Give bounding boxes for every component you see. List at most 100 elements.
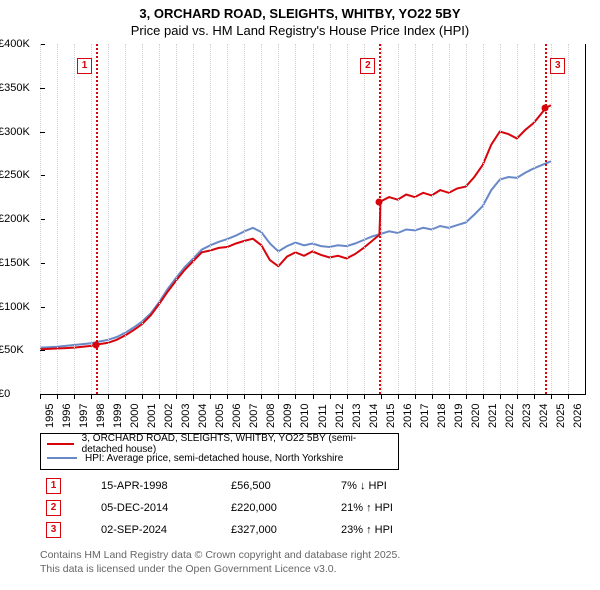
x-axis-label: 2026 (572, 404, 584, 428)
title-line-1: 3, ORCHARD ROAD, SLEIGHTS, WHITBY, YO22 … (0, 0, 600, 21)
grid-line (398, 44, 399, 394)
x-axis-label: 2023 (521, 404, 533, 428)
x-tick (398, 394, 399, 399)
sale-marker-dot (376, 198, 383, 205)
x-tick (210, 394, 211, 399)
x-axis-label: 2005 (214, 404, 226, 428)
footer-line-1: Contains HM Land Registry data © Crown c… (40, 548, 585, 562)
grid-line (466, 44, 467, 394)
sale-marker-line (545, 44, 547, 394)
sale-row-date: 15-APR-1998 (101, 480, 231, 492)
y-axis-label: £350K (0, 82, 30, 94)
grid-line (415, 44, 416, 394)
sales-table: 1 15-APR-1998£56,5007% ↓ HPI 2 05-DEC-2014£… (40, 475, 585, 541)
x-axis-label: 2025 (555, 404, 567, 428)
x-tick (57, 394, 58, 399)
x-tick (483, 394, 484, 399)
grid-line (57, 44, 58, 394)
sale-row: 1 15-APR-1998£56,5007% ↓ HPI (40, 475, 585, 497)
footer-attribution: Contains HM Land Registry data © Crown c… (40, 548, 585, 576)
grid-line (432, 44, 433, 394)
x-axis-label: 2010 (299, 404, 311, 428)
grid-line (517, 44, 518, 394)
grid-line (500, 44, 501, 394)
grid-line (364, 44, 365, 394)
grid-line (176, 44, 177, 394)
x-tick (534, 394, 535, 399)
x-tick (313, 394, 314, 399)
x-axis-label: 2006 (231, 404, 243, 428)
x-tick (159, 394, 160, 399)
y-axis-label: £0 (0, 388, 10, 400)
grid-line (295, 44, 296, 394)
grid-line (142, 44, 143, 394)
x-axis-label: 2022 (504, 404, 516, 428)
grid-line (313, 44, 314, 394)
title-line-2: Price paid vs. HM Land Registry's House … (0, 21, 600, 42)
sale-row-pct: 21% ↑ HPI (341, 502, 411, 514)
sale-row-pct: 23% ↑ HPI (341, 524, 411, 536)
x-tick (432, 394, 433, 399)
x-axis-label: 1996 (61, 404, 73, 428)
x-tick (517, 394, 518, 399)
grid-line (159, 44, 160, 394)
sale-row-date: 02-SEP-2024 (101, 524, 231, 536)
x-tick (108, 394, 109, 399)
x-axis-label: 2018 (436, 404, 448, 428)
x-tick (193, 394, 194, 399)
x-axis-label: 2009 (282, 404, 294, 428)
x-axis-label: 2013 (351, 404, 363, 428)
grid-line (261, 44, 262, 394)
x-axis-label: 2021 (487, 404, 499, 428)
x-tick (381, 394, 382, 399)
x-tick (449, 394, 450, 399)
x-axis-label: 1995 (44, 404, 56, 428)
sale-marker-box: 3 (550, 58, 565, 74)
sale-row-box: 1 (46, 478, 61, 494)
legend-swatch-price (47, 443, 74, 445)
x-axis-label: 1998 (95, 404, 107, 428)
footer-line-2: This data is licensed under the Open Gov… (40, 562, 585, 576)
x-axis-label: 2002 (163, 404, 175, 428)
sale-row-price: £220,000 (231, 502, 341, 514)
x-axis-label: 2020 (470, 404, 482, 428)
sale-marker-dot (542, 104, 549, 111)
x-tick (278, 394, 279, 399)
grid-line (568, 44, 569, 394)
sale-row-price: £327,000 (231, 524, 341, 536)
x-axis-label: 2007 (248, 404, 260, 428)
x-axis-label: 2016 (402, 404, 414, 428)
grid-line (210, 44, 211, 394)
grid-line (40, 44, 41, 394)
x-axis-label: 2008 (265, 404, 277, 428)
sale-marker-box: 2 (360, 58, 375, 74)
grid-line (330, 44, 331, 394)
sale-row: 302-SEP-2024£327,00023% ↑ HPI (40, 519, 585, 541)
x-tick (568, 394, 569, 399)
legend-label-hpi: HPI: Average price, semi-detached house,… (85, 453, 343, 464)
x-tick (244, 394, 245, 399)
grid-line (91, 44, 92, 394)
grid-line (483, 44, 484, 394)
sale-row-pct: 7% ↓ HPI (341, 480, 411, 492)
x-axis-label: 2004 (197, 404, 209, 428)
grid-line (278, 44, 279, 394)
x-axis-label: 2003 (180, 404, 192, 428)
y-axis-label: £100K (0, 301, 30, 313)
y-axis-label: £150K (0, 257, 30, 269)
sale-row: 2 05-DEC-2014£220,00021% ↑ HPI (40, 497, 585, 519)
grid-line (551, 44, 552, 394)
y-axis-label: £50K (0, 344, 24, 356)
y-axis-label: £200K (0, 213, 30, 225)
grid-line (108, 44, 109, 394)
sale-marker-dot (93, 341, 100, 348)
x-axis-label: 2000 (129, 404, 141, 428)
x-axis-label: 2017 (419, 404, 431, 428)
sale-row-price: £56,500 (231, 480, 341, 492)
x-axis-label: 2011 (317, 404, 329, 428)
x-axis-label: 2014 (368, 404, 380, 428)
sale-row-date: 05-DEC-2014 (101, 502, 231, 514)
sale-row-box: 2 (46, 500, 61, 516)
x-tick (91, 394, 92, 399)
x-tick (364, 394, 365, 399)
